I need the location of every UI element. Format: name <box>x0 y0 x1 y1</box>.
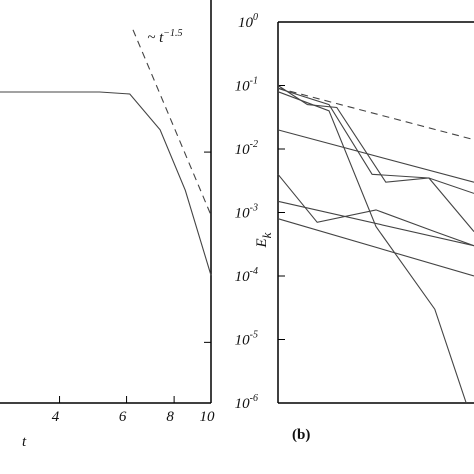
y-tick-base: 10 <box>235 142 251 158</box>
series-line <box>277 200 474 247</box>
x-tick-label: 8 <box>166 409 174 425</box>
annotation-text: ~ t <box>147 30 164 46</box>
series-line <box>277 87 474 141</box>
y-tick-exponent: -4 <box>250 266 258 277</box>
y-tick-exponent: -2 <box>250 139 258 150</box>
y-axis-label: Ek <box>254 232 274 248</box>
y-tick-label: 10-6 <box>235 393 258 412</box>
series-line <box>277 218 474 277</box>
y-tick-exponent: -5 <box>250 330 258 341</box>
y-tick-exponent: -3 <box>250 203 258 214</box>
y-axis-label-sub: k <box>259 232 274 238</box>
y-axis-label-main: E <box>254 238 270 248</box>
y-tick-label: 100 <box>238 12 258 31</box>
y-tick-label: 10-4 <box>235 266 258 285</box>
annotation: ~ t−1.5 <box>147 28 182 46</box>
y-tick-exponent: 0 <box>253 12 258 23</box>
series-line <box>277 173 474 247</box>
y-tick-base: 10 <box>235 269 251 285</box>
y-tick-base: 10 <box>235 206 251 222</box>
series-line <box>277 85 474 232</box>
y-tick-base: 10 <box>235 79 251 95</box>
y-tick-label: 10-2 <box>235 139 258 158</box>
y-tick-exponent: -6 <box>250 393 258 404</box>
panel-label: (b) <box>292 427 310 443</box>
x-axis-label: t <box>22 434 27 450</box>
series-line <box>132 29 212 216</box>
x-tick-label: 10 <box>200 409 216 425</box>
series-line <box>0 91 212 276</box>
y-tick-label: 10-5 <box>235 330 258 349</box>
series-line <box>277 87 474 194</box>
y-tick-exponent: -1 <box>250 76 258 87</box>
x-tick-label: 6 <box>119 409 127 425</box>
x-tick-label: 4 <box>52 409 60 425</box>
annotation-exponent: −1.5 <box>163 28 182 39</box>
series-line <box>277 129 474 183</box>
y-tick-base: 10 <box>235 333 251 349</box>
y-tick-label: 10-1 <box>235 76 258 95</box>
y-tick-label: 10-3 <box>235 203 258 222</box>
y-tick-base: 10 <box>235 396 251 412</box>
series-line <box>277 91 467 404</box>
y-tick-base: 10 <box>238 15 254 31</box>
